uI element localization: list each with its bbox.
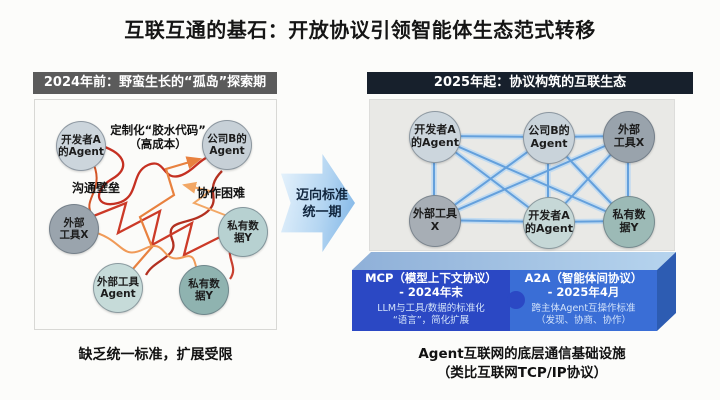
mcp-title: MCP（模型上下文协议） — [365, 271, 497, 285]
node-text: 外部工具 — [97, 275, 139, 288]
glue-code-label: 定制化“胶水代码” （高成本） — [88, 123, 228, 152]
node-developer-a-agent: 开发者A 的Agent — [56, 121, 106, 171]
right-panel-header: 2025年起：协议构筑的互联生态 — [367, 72, 693, 94]
node-text: Agent — [209, 145, 245, 157]
node-external-tool-agent: 外部工具 Agent — [93, 263, 143, 313]
node-text: 据Y — [233, 232, 253, 244]
node-text: 私有数 — [188, 277, 220, 290]
node-text: Agent — [530, 137, 568, 150]
right-caption-line1: Agent互联网的底层通信基础设施 — [418, 346, 626, 362]
left-caption: 缺乏统一标准，扩展受限 — [78, 347, 233, 363]
node-text: 工具X — [59, 229, 89, 241]
tangle-lines-graphic — [85, 144, 235, 282]
mcp-protocol-block: MCP（模型上下文协议） - 2024年末 LLM与工具/数据的标准化 “语言”… — [356, 271, 506, 327]
left-panel-header: 2024年前：野蛮生长的“孤岛”探索期 — [33, 72, 277, 94]
a2a-protocol-block: A2A（智能体间协议） - 2025年4月 跨主体Agent互操作标准 （发现、… — [512, 271, 655, 327]
glue-code-line2: （高成本） — [129, 136, 187, 151]
node-text: 的Agent — [58, 146, 104, 158]
node-private-data-y-right: 私有数 据Y — [603, 196, 655, 248]
collaboration-difficulty-label: 协作困难 — [197, 186, 246, 200]
node-text: 公司B的 — [207, 132, 247, 145]
node-text: 外部 — [618, 123, 640, 137]
page-title: 互联互通的基石：开放协议引领智能体生态范式转移 — [124, 18, 596, 42]
node-text: Agent — [100, 288, 136, 300]
node-text: 私有数 — [227, 219, 259, 232]
node-text: 的Agent — [411, 136, 459, 149]
node-private-data-y-2: 私有数 据Y — [179, 265, 229, 315]
node-text: 外部 — [63, 216, 85, 229]
a2a-title: A2A（智能体间协议） — [524, 271, 643, 285]
node-developer-a-agent-right: 开发者A 的Agent — [409, 111, 461, 163]
node-text: 据Y — [619, 221, 639, 234]
node-text: 工具X — [613, 136, 645, 149]
protocol-blocks-graphic — [352, 252, 676, 331]
glue-code-line1: 定制化“胶水代码” — [110, 123, 206, 137]
node-text: 开发者A — [61, 133, 101, 146]
node-text: 公司B的 — [528, 124, 570, 138]
node-company-b-agent: 公司B的 Agent — [202, 120, 252, 170]
node-text: X — [430, 220, 440, 233]
node-text: 外部工具 — [413, 207, 457, 221]
right-caption-line2: （类比互联网TCP/IP协议） — [436, 365, 608, 381]
node-text: 的Agent — [525, 222, 573, 235]
a2a-date: - 2025年4月 — [547, 285, 620, 300]
communication-barrier-label: 沟通壁垒 — [72, 181, 121, 195]
node-external-tool-x: 外部 工具X — [49, 204, 99, 254]
arrow-label-line1: 迈向标准 — [295, 188, 348, 203]
mcp-desc-line1: LLM与工具/数据的标准化 — [377, 302, 485, 314]
node-text: 开发者A — [528, 209, 570, 223]
mcp-desc-line2: “语言”，简化扩展 — [392, 315, 470, 327]
node-company-b-agent-right: 公司B的 Agent — [523, 112, 575, 164]
node-private-data-y: 私有数 据Y — [218, 207, 268, 257]
arrow-label-line2: 统一期 — [302, 204, 342, 220]
node-text: 开发者A — [414, 123, 456, 137]
a2a-desc-line1: 跨主体Agent互操作标准 — [531, 302, 636, 314]
node-text: 私有数 — [612, 208, 646, 222]
mcp-date: - 2024年末 — [399, 285, 463, 300]
a2a-desc-line2: （发现、协商、协作） — [535, 315, 631, 327]
node-text: 据Y — [194, 290, 214, 302]
node-developer-a-agent2-right: 开发者A 的Agent — [523, 197, 575, 249]
node-external-tool-x-right: 外部 工具X — [603, 111, 655, 163]
transition-arrow-label: 迈向标准 统一期 — [283, 188, 361, 222]
node-external-tool-x2-right: 外部工具 X — [409, 195, 461, 247]
